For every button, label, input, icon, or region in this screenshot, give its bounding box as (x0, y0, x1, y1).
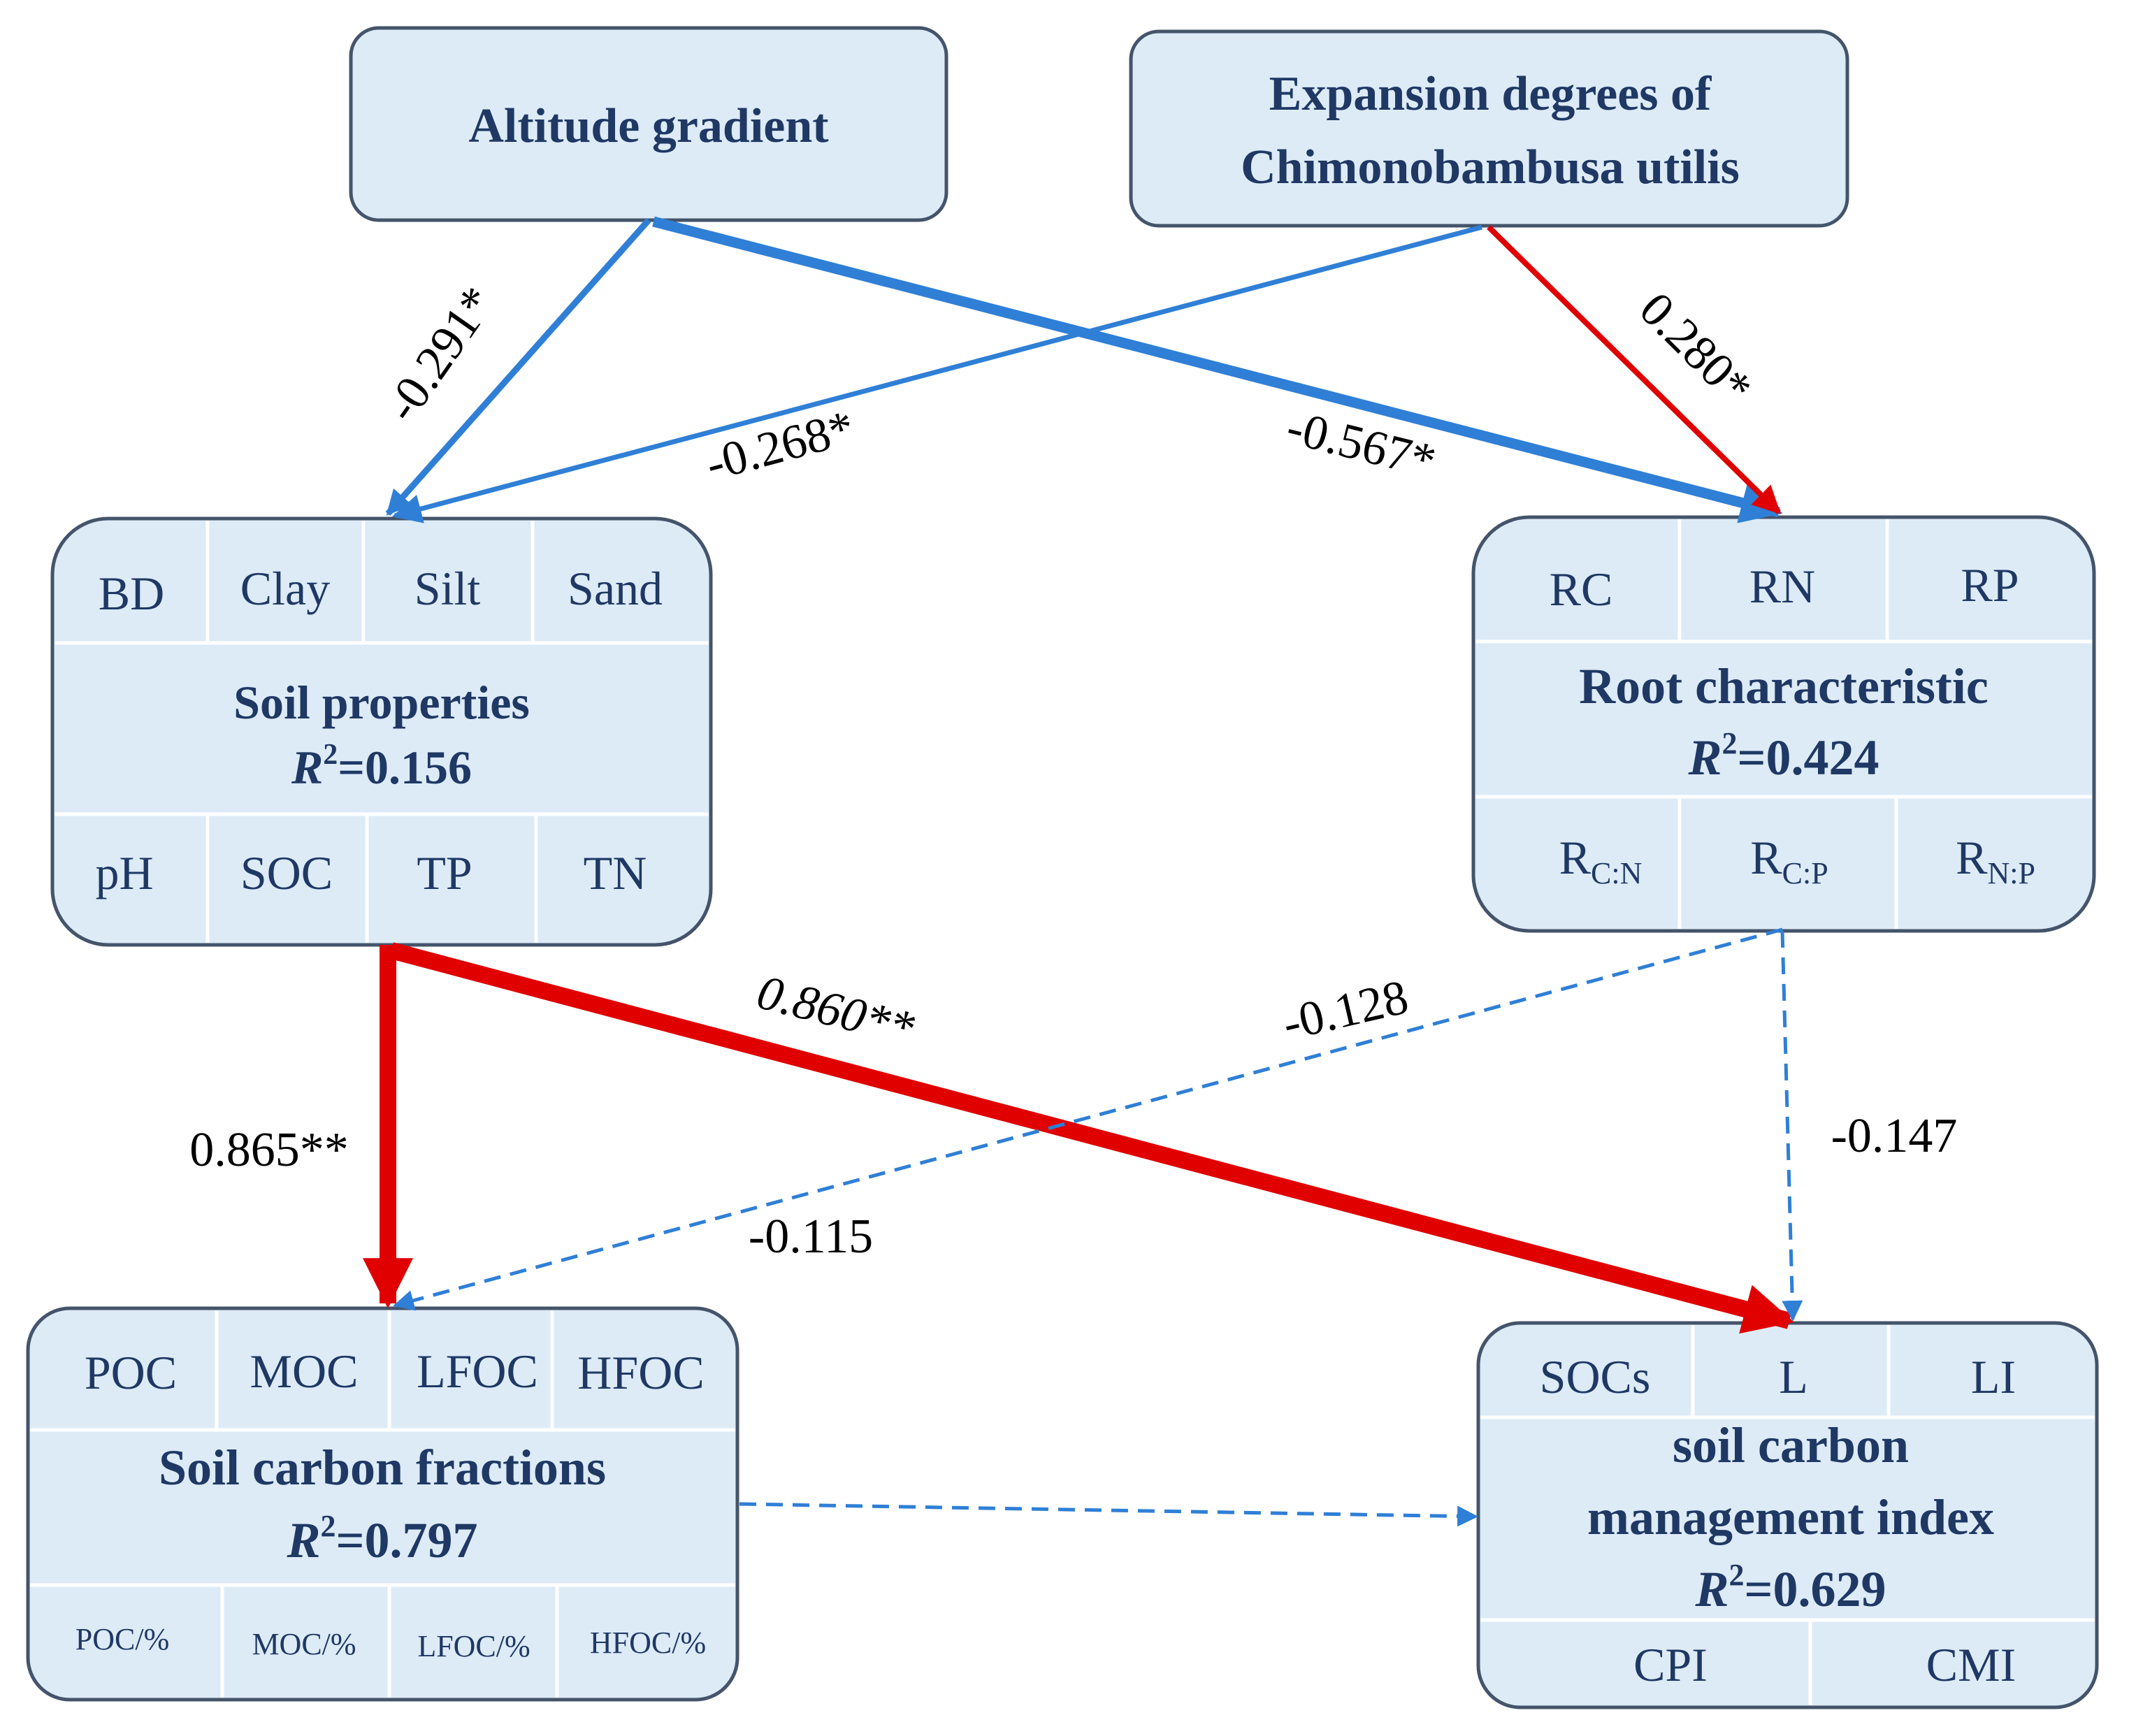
root-characteristic-r2: R2=0.424 (1687, 726, 1879, 786)
cell-soc: SOC (240, 846, 333, 899)
cell-moc: MOC (250, 1345, 359, 1398)
coef-altitude-to-soil: -0.291* (375, 277, 505, 432)
cell-clay: Clay (240, 562, 330, 615)
node-soil-carbon-fractions: POC MOC LFOC HFOC Soil carbon fractions … (26, 1306, 739, 1702)
node-altitude-gradient: Altitude gradient (349, 26, 948, 222)
coef-fractions-label: -0.115 (749, 1210, 873, 1264)
expansion-label-line1: Expansion degrees of (1269, 67, 1712, 121)
arrow-soil-properties-to-scmi (389, 942, 1794, 1334)
cell-rc: RC (1550, 563, 1613, 616)
soil-properties-title: Soil properties (233, 676, 530, 729)
altitude-label: Altitude gradient (468, 99, 828, 153)
cell-socs: SOCs (1540, 1350, 1651, 1403)
cell-cpi: CPI (1633, 1638, 1708, 1691)
cell-r-cp: RC:P (1750, 831, 1828, 890)
cell-tn: TN (584, 846, 647, 899)
cell-lfoc: LFOC (417, 1345, 538, 1398)
node-expansion-degrees: Expansion degrees of Chimonobambusa util… (1129, 29, 1849, 228)
cell-moc-pct: MOC/% (252, 1627, 356, 1661)
arrow-altitude-to-soil-properties (385, 218, 651, 516)
expansion-label-line2: Chimonobambusa utilis (1241, 140, 1740, 194)
soil-properties-r2: R2=0.156 (291, 739, 472, 794)
cell-hfoc: HFOC (577, 1346, 704, 1399)
arrow-expansion-to-root-characteristic (1487, 225, 1781, 514)
scmi-title-line2: management index (1587, 1489, 1994, 1545)
cell-ph: pH (95, 846, 153, 899)
cell-l: L (1779, 1350, 1808, 1403)
coef-soil-to-fractions: 0.865** (189, 1123, 349, 1177)
cell-rn: RN (1749, 560, 1815, 613)
cell-r-cn: RC:N (1559, 831, 1643, 890)
cell-lfoc-pct: LFOC/% (417, 1629, 530, 1663)
coef-soil-to-scmi: 0.860** (752, 965, 919, 1056)
coef-root-to-fractions: -0.128 (1278, 970, 1413, 1051)
arrow-altitude-to-root-characteristic (652, 216, 1783, 523)
cell-tp: TP (417, 846, 472, 899)
cell-silt: Silt (414, 562, 481, 615)
cell-rp: RP (1961, 558, 2019, 612)
cell-poc: POC (85, 1346, 177, 1399)
node-soil-carbon-management-index: SOCs L LI soil carbon management index R… (1476, 1321, 2099, 1709)
cell-sand: Sand (568, 562, 663, 615)
node-root-characteristic: RC RN RP Root characteristic R2=0.424 RC… (1471, 515, 2096, 933)
soil-carbon-fractions-r2: R2=0.797 (286, 1509, 477, 1568)
scmi-title-line1: soil carbon (1673, 1417, 1909, 1473)
arrow-root-to-fractions (393, 927, 1783, 1311)
cell-cmi: CMI (1926, 1638, 2016, 1691)
coef-root-to-scmi: -0.147 (1831, 1109, 1958, 1163)
node-soil-properties: BD Clay Silt Sand Soil properties R2=0.1… (50, 516, 713, 947)
cell-bd: BD (99, 567, 164, 620)
coef-expansion-to-root: 0.280* (1629, 282, 1763, 416)
scmi-r2: R2=0.629 (1694, 1558, 1886, 1617)
cell-r-np: RN:P (1956, 831, 2035, 890)
root-characteristic-title: Root characteristic (1579, 658, 1989, 714)
arrow-root-to-scmi (1780, 930, 1803, 1322)
arrow-fractions-to-scmi (739, 1502, 1478, 1527)
cell-li: LI (1971, 1350, 2016, 1403)
path-arrows (363, 216, 1803, 1527)
arrow-expansion-to-soil-properties (391, 224, 1482, 523)
cell-hfoc-pct: HFOC/% (590, 1626, 706, 1660)
soil-carbon-fractions-title: Soil carbon fractions (159, 1440, 606, 1496)
cell-poc-pct: POC/% (75, 1622, 169, 1656)
